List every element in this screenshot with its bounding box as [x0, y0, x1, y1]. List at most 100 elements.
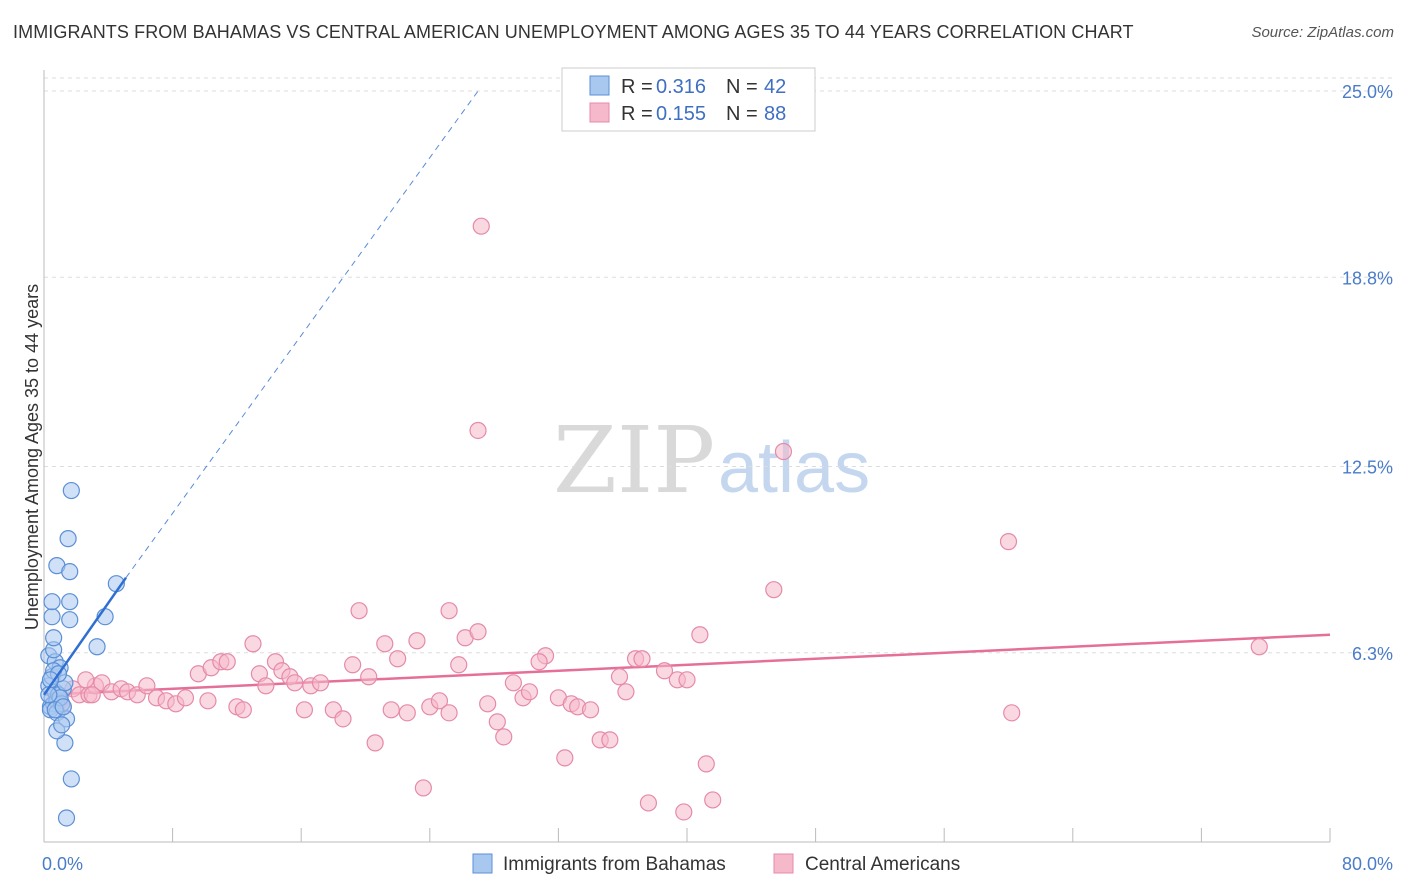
y-tick-label: 25.0%: [1342, 82, 1393, 102]
y-tick-label: 6.3%: [1352, 644, 1393, 664]
central-americans-point: [520, 683, 539, 701]
trend-lines: [43, 90, 1331, 697]
central-americans-point: [633, 650, 651, 668]
central-americans-point: [469, 421, 487, 440]
x-tick-label-min: 0.0%: [42, 854, 83, 874]
central-americans-point: [440, 704, 458, 722]
bahamas-point: [45, 629, 63, 647]
central-americans-point: [344, 656, 362, 674]
bottom-legend-label-bahamas: Immigrants from Bahamas: [503, 854, 726, 875]
bahamas-point: [59, 530, 77, 548]
central-americans-point: [479, 695, 497, 713]
bahamas-trend-extension: [125, 90, 479, 578]
bahamas-point: [54, 698, 72, 716]
chart-title: IMMIGRANTS FROM BAHAMAS VS CENTRAL AMERI…: [13, 22, 1134, 42]
central-americans-point: [774, 442, 793, 461]
legend-r-label-bahamas: R =: [621, 76, 653, 98]
bahamas-point: [57, 809, 76, 827]
legend-n-value-central: 88: [764, 103, 786, 125]
central-americans-point: [691, 626, 709, 644]
central-americans-point: [704, 791, 722, 809]
central-americans-point: [581, 701, 600, 719]
central-americans-point: [1003, 704, 1021, 722]
central-americans-point: [366, 734, 384, 752]
central-americans-point: [610, 668, 629, 686]
source-credit: Source: ZipAtlas.com: [1251, 24, 1394, 41]
central-americans-point: [601, 731, 619, 749]
central-americans-point: [697, 755, 715, 773]
watermark: ZIP atlas: [553, 407, 870, 514]
central-americans-point: [1250, 638, 1268, 656]
central-americans-point: [675, 803, 693, 821]
central-americans-point: [398, 704, 416, 722]
central-americans-points: [51, 217, 1268, 821]
central-americans-point: [360, 668, 378, 686]
central-americans-point: [639, 794, 658, 812]
bahamas-point: [62, 481, 80, 500]
bahamas-trend-line: [42, 576, 128, 696]
central-americans-point: [408, 632, 426, 650]
central-americans-point: [556, 749, 574, 767]
legend-n-label-bahamas: N =: [726, 76, 758, 98]
central-americans-point: [430, 692, 449, 710]
bahamas-point: [53, 716, 71, 734]
central-americans-point: [617, 683, 635, 701]
central-americans-point: [218, 653, 236, 671]
x-tick-label-max: 80.0%: [1342, 854, 1393, 874]
central-americans-point: [765, 581, 783, 599]
central-americans-point: [504, 674, 522, 692]
central-americans-point: [469, 623, 487, 641]
bottom-legend-label-central: Central Americans: [805, 854, 960, 875]
bahamas-point: [61, 563, 79, 581]
legend-n-value-bahamas: 42: [764, 76, 786, 98]
x-tick-labels: 0.0% 80.0%: [42, 854, 1393, 874]
bahamas-point: [43, 593, 61, 611]
grid-lines: [44, 77, 1392, 654]
central-americans-point: [295, 701, 314, 719]
central-americans-point: [376, 635, 394, 653]
central-americans-point: [199, 692, 217, 710]
central-americans-point: [999, 533, 1018, 551]
bahamas-points: [40, 481, 128, 827]
bahamas-point: [88, 638, 106, 656]
watermark-zip: ZIP: [553, 407, 715, 514]
central-americans-point: [257, 677, 275, 695]
bahamas-point: [56, 734, 74, 752]
bottom-legend-swatch-central: [773, 853, 794, 874]
central-americans-point: [77, 671, 95, 689]
bottom-legend: Immigrants from Bahamas Central American…: [472, 853, 960, 875]
central-americans-point: [530, 653, 548, 671]
central-americans-point: [244, 635, 262, 653]
central-americans-point: [495, 728, 513, 746]
y-tick-label: 18.8%: [1342, 268, 1393, 288]
central-americans-point: [334, 710, 352, 728]
legend-n-label-central: N =: [726, 103, 758, 125]
central-americans-point: [311, 674, 330, 692]
y-axis-label: Unemployment Among Ages 35 to 44 years: [22, 284, 42, 630]
central-americans-point: [176, 689, 195, 707]
bahamas-point: [43, 608, 61, 626]
bahamas-point: [62, 770, 80, 788]
bottom-legend-swatch-bahamas: [472, 853, 493, 874]
y-tick-labels: 6.3% 12.5% 18.8% 25.0%: [1342, 82, 1393, 664]
bahamas-point: [61, 593, 79, 611]
central-americans-point: [286, 674, 304, 692]
central-americans-point: [382, 701, 400, 719]
y-tick-label: 12.5%: [1342, 458, 1393, 478]
central-americans-point: [389, 650, 407, 668]
legend-swatch-central: [589, 102, 610, 123]
central-americans-point: [440, 602, 458, 620]
central-americans-point: [83, 686, 101, 704]
central-americans-point: [234, 701, 252, 719]
legend-r-label-central: R =: [621, 103, 653, 125]
central-americans-point: [655, 662, 674, 680]
legend: R = 0.316 N = 42 R = 0.155 N = 88: [561, 67, 816, 132]
central-americans-point: [350, 602, 368, 620]
central-americans-point: [678, 671, 696, 689]
legend-r-value-central: 0.155: [656, 103, 706, 125]
central-americans-point: [414, 779, 432, 797]
legend-swatch-bahamas: [589, 75, 610, 96]
central-americans-point: [138, 677, 156, 695]
central-americans-point: [472, 217, 490, 235]
